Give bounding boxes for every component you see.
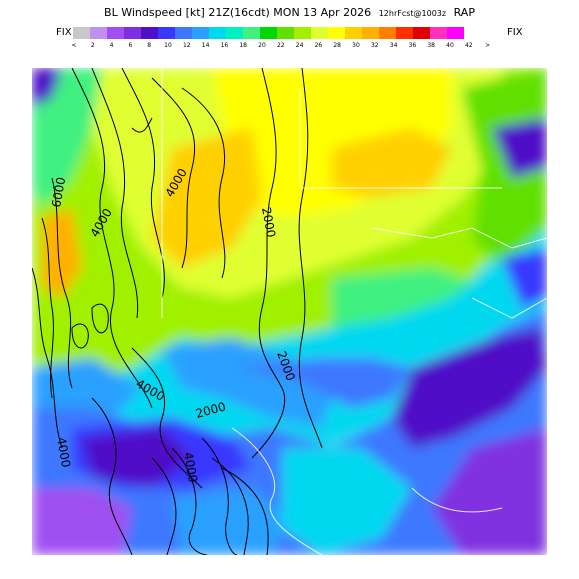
legend-tick-label: 10 bbox=[164, 42, 172, 49]
legend-tick-label: 6 bbox=[128, 42, 133, 49]
legend-tick-row: <2 4 6 8 10 12 14 16 18 20 22 24 26 28 30 32 34 36 38 40 42 > bbox=[66, 42, 506, 52]
legend-tick-label: 18 bbox=[239, 42, 247, 49]
legend-color-swatch bbox=[260, 27, 277, 39]
contour-label: 6000 bbox=[49, 176, 68, 209]
title-forecast: 12hrFcst@1003z bbox=[378, 9, 447, 18]
political-boundaries bbox=[161, 68, 547, 555]
contour-label: 4000 bbox=[54, 436, 73, 469]
legend-color-swatch bbox=[345, 27, 362, 39]
legend-tick-label: 20 bbox=[258, 42, 266, 49]
legend-tick-label: 22 bbox=[276, 42, 285, 49]
legend-tick-label: 14 bbox=[201, 42, 210, 49]
legend-color-swatch bbox=[141, 27, 158, 39]
legend-tick-label: 8 bbox=[147, 42, 152, 49]
legend-left-fix-label: FIX bbox=[56, 27, 72, 38]
legend-tick-label: 24 bbox=[295, 42, 304, 49]
contour-label: 2000 bbox=[259, 206, 278, 239]
map-title: BL Windspeed [kt] 21Z(16cdt) MON 13 Apr … bbox=[0, 6, 579, 19]
legend-color-swatch bbox=[175, 27, 192, 39]
title-model: RAP bbox=[453, 6, 475, 19]
terrain-contours bbox=[32, 68, 323, 555]
legend-color-swatch bbox=[158, 27, 175, 39]
legend-color-swatch bbox=[192, 27, 209, 39]
legend-tick-label: 26 bbox=[314, 42, 323, 49]
legend-color-swatch bbox=[73, 27, 90, 39]
legend-tick-label: 36 bbox=[408, 42, 417, 49]
legend-tick-label: 2 bbox=[90, 42, 95, 49]
legend-color-swatch bbox=[379, 27, 396, 39]
legend-color-swatch bbox=[107, 27, 124, 39]
title-main: BL Windspeed [kt] 21Z(16cdt) MON 13 Apr … bbox=[104, 6, 372, 19]
legend-tick-label: 4 bbox=[109, 42, 114, 49]
legend-tick-label: 42 bbox=[464, 42, 473, 49]
legend-color-swatch bbox=[311, 27, 328, 39]
legend-color-swatch bbox=[362, 27, 379, 39]
legend-tick-label: 32 bbox=[370, 42, 379, 49]
contour-label: 4000 bbox=[181, 451, 200, 484]
wind-speed-field bbox=[32, 68, 547, 555]
legend-color-swatch bbox=[243, 27, 260, 39]
legend-tick-label: 12 bbox=[182, 42, 191, 49]
legend-tick-label: 40 bbox=[446, 42, 454, 49]
legend-tick-label: 28 bbox=[333, 42, 341, 49]
legend-tick-label: 16 bbox=[220, 42, 229, 49]
legend-color-swatch bbox=[294, 27, 311, 39]
legend-tick-label: > bbox=[485, 42, 491, 49]
legend-color-swatch bbox=[396, 27, 413, 39]
legend-tick-label: 30 bbox=[352, 42, 360, 49]
legend-color-swatch bbox=[226, 27, 243, 39]
legend-right-fix-label: FIX bbox=[507, 27, 523, 38]
legend-color-swatch bbox=[90, 27, 107, 39]
legend-color-swatch bbox=[430, 27, 447, 39]
wind-map-svg: 6000 4000 4000 2000 2000 2000 4000 4000 … bbox=[32, 68, 547, 555]
legend-color-swatch bbox=[413, 27, 430, 39]
legend-tick-label: 38 bbox=[427, 42, 435, 49]
legend-color-swatch bbox=[447, 27, 464, 39]
legend-colorbar bbox=[73, 27, 464, 39]
legend-color-swatch bbox=[209, 27, 226, 39]
legend-tick-label: < bbox=[71, 42, 77, 49]
wind-map: 6000 4000 4000 2000 2000 2000 4000 4000 … bbox=[32, 68, 547, 555]
legend-color-swatch bbox=[277, 27, 294, 39]
legend-color-swatch bbox=[124, 27, 141, 39]
legend-color-swatch bbox=[328, 27, 345, 39]
legend-tick-label: 34 bbox=[389, 42, 398, 49]
